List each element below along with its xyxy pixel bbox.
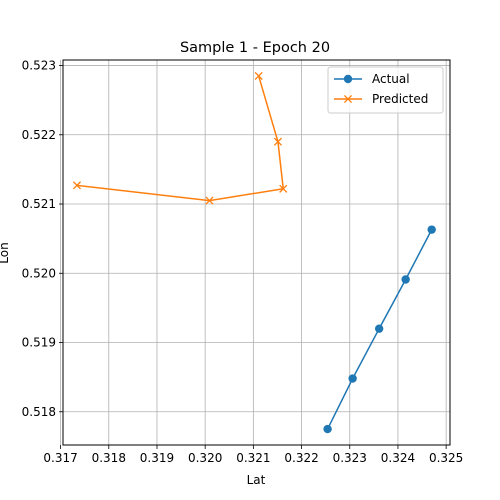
y-tick-label: 0.523 [22, 59, 56, 73]
y-axis-label: Lon [0, 242, 11, 263]
x-tick-label: 0.321 [236, 451, 270, 465]
legend-marker [344, 75, 352, 83]
x-axis-label: Lat [247, 473, 266, 487]
y-tick-label: 0.520 [22, 266, 56, 280]
data-point-actual [348, 374, 356, 382]
legend-label: Predicted [372, 92, 428, 106]
x-tick-label: 0.319 [140, 451, 174, 465]
y-tick-label: 0.521 [22, 197, 56, 211]
x-tick-label: 0.324 [381, 451, 415, 465]
data-point-actual [323, 425, 331, 433]
x-tick-label: 0.322 [284, 451, 318, 465]
y-tick-label: 0.518 [22, 405, 56, 419]
x-tick-label: 0.320 [188, 451, 222, 465]
x-tick-label: 0.323 [333, 451, 367, 465]
x-tick-label: 0.318 [92, 451, 126, 465]
data-point-actual [401, 275, 409, 283]
y-tick-label: 0.522 [22, 128, 56, 142]
y-tick-label: 0.519 [22, 336, 56, 350]
legend: Actual Predicted [328, 67, 443, 113]
chart-title: Sample 1 - Epoch 20 [180, 40, 330, 56]
legend-label: Actual [372, 72, 410, 86]
data-point-actual [375, 324, 383, 332]
data-point-actual [427, 225, 435, 233]
x-tick-label: 0.317 [43, 451, 77, 465]
x-tick-label: 0.325 [429, 451, 463, 465]
